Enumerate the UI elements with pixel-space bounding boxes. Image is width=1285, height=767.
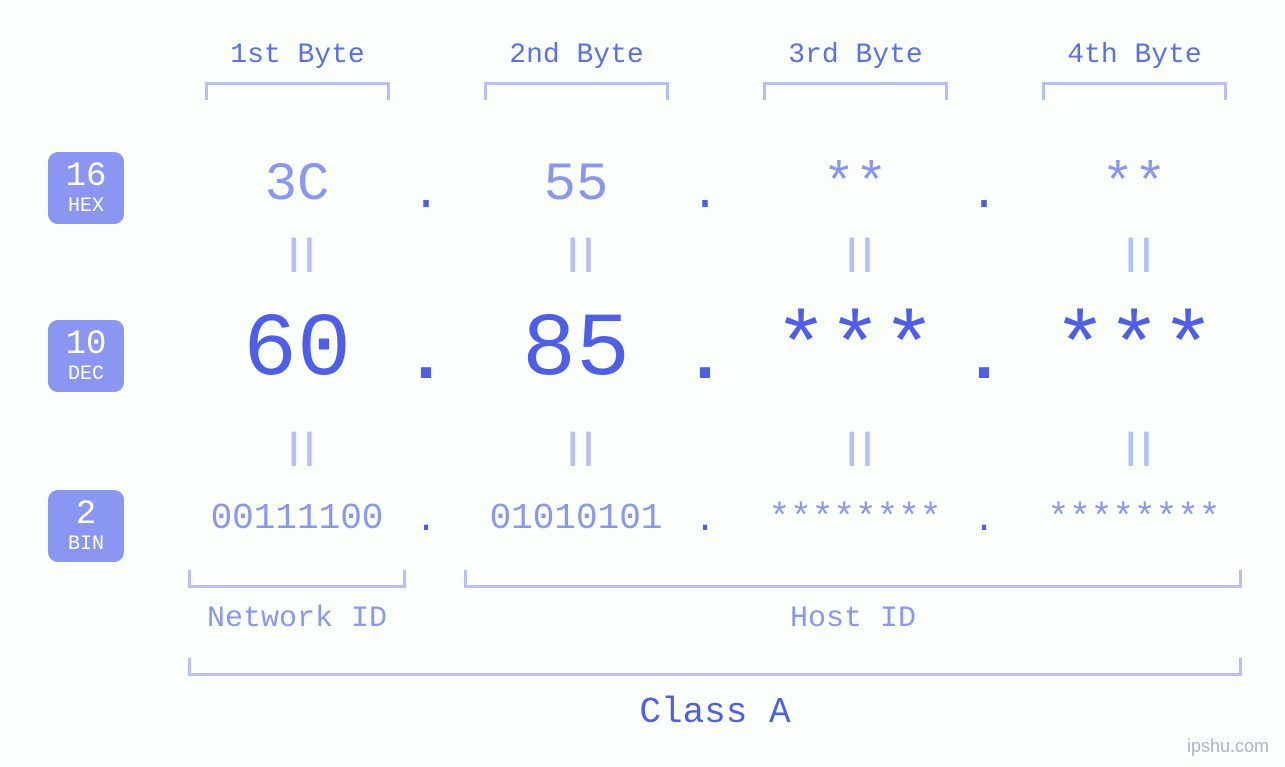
badge-dec-num: 10 <box>48 328 124 362</box>
badge-bin-txt: BIN <box>48 534 124 556</box>
bin-byte-1: 00111100 <box>181 498 413 539</box>
watermark: ipshu.com <box>1187 736 1269 757</box>
byte-header-4: 4th Byte <box>1052 40 1217 71</box>
hex-dot-1: . <box>410 168 442 222</box>
dec-byte-2: 85 <box>460 300 692 402</box>
bracket-network-id <box>188 570 406 588</box>
eq-hex-dec-1: || <box>283 234 314 275</box>
dec-dot-3: . <box>958 318 1010 400</box>
top-bracket-4 <box>1042 82 1227 100</box>
bracket-class <box>188 658 1242 676</box>
bin-dot-2: . <box>689 500 721 541</box>
eq-dec-bin-1: || <box>283 428 314 469</box>
dec-byte-1: 60 <box>181 300 413 402</box>
badge-hex: 16 HEX <box>48 152 124 224</box>
bracket-host-id <box>464 570 1242 588</box>
eq-hex-dec-4: || <box>1120 234 1151 275</box>
hex-byte-3: ** <box>739 155 971 216</box>
badge-hex-txt: HEX <box>48 196 124 218</box>
badge-dec: 10 DEC <box>48 320 124 392</box>
byte-header-2: 2nd Byte <box>494 40 659 71</box>
dec-dot-2: . <box>679 318 731 400</box>
hex-byte-1: 3C <box>181 155 413 216</box>
hex-byte-2: 55 <box>460 155 692 216</box>
top-bracket-2 <box>484 82 669 100</box>
bin-dot-3: . <box>968 500 1000 541</box>
eq-hex-dec-2: || <box>562 234 593 275</box>
byte-header-3: 3rd Byte <box>773 40 938 71</box>
ip-diagram: 1st Byte 2nd Byte 3rd Byte 4th Byte 16 H… <box>0 0 1285 767</box>
label-host-id: Host ID <box>464 602 1242 636</box>
bin-byte-4: ******** <box>1018 498 1250 539</box>
badge-hex-num: 16 <box>48 160 124 194</box>
dec-byte-4: *** <box>1018 300 1250 402</box>
eq-hex-dec-3: || <box>841 234 872 275</box>
eq-dec-bin-4: || <box>1120 428 1151 469</box>
eq-dec-bin-3: || <box>841 428 872 469</box>
badge-bin: 2 BIN <box>48 490 124 562</box>
dec-dot-1: . <box>400 318 452 400</box>
bin-byte-2: 01010101 <box>460 498 692 539</box>
hex-dot-3: . <box>968 168 1000 222</box>
label-network-id: Network ID <box>188 602 406 636</box>
dec-byte-3: *** <box>739 300 971 402</box>
hex-dot-2: . <box>689 168 721 222</box>
bin-dot-1: . <box>410 500 442 541</box>
bin-byte-3: ******** <box>739 498 971 539</box>
badge-dec-txt: DEC <box>48 364 124 386</box>
top-bracket-3 <box>763 82 948 100</box>
badge-bin-num: 2 <box>48 498 124 532</box>
top-bracket-1 <box>205 82 390 100</box>
label-class: Class A <box>188 692 1242 733</box>
eq-dec-bin-2: || <box>562 428 593 469</box>
hex-byte-4: ** <box>1018 155 1250 216</box>
byte-header-1: 1st Byte <box>215 40 380 71</box>
